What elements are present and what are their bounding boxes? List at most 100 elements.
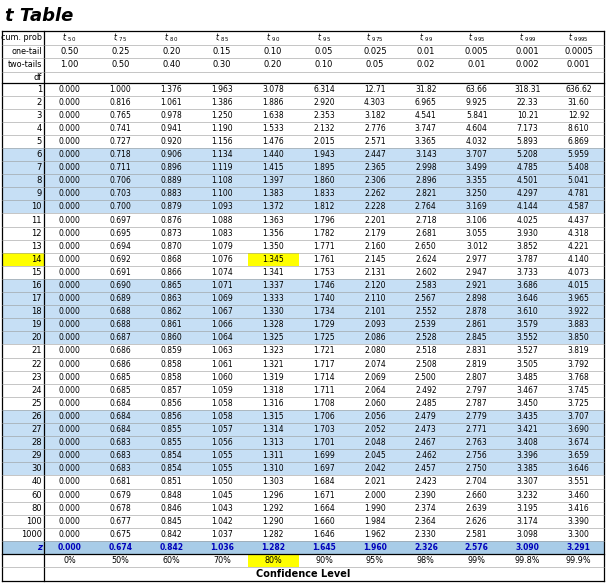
Bar: [553, 410, 604, 423]
Text: 0.688: 0.688: [110, 307, 131, 316]
Text: 4.437: 4.437: [568, 216, 590, 224]
Bar: [146, 305, 197, 318]
Text: 99%: 99%: [468, 556, 486, 565]
Bar: [44, 331, 95, 345]
Bar: [95, 96, 146, 108]
Text: 1.729: 1.729: [313, 320, 335, 329]
Bar: [248, 436, 299, 449]
Text: 2.508: 2.508: [415, 360, 437, 368]
Bar: [44, 292, 95, 305]
Text: $t_{\mathrm{.99}}$: $t_{\mathrm{.99}}$: [419, 31, 433, 44]
Text: 1.706: 1.706: [313, 412, 335, 421]
Bar: [44, 279, 95, 292]
Text: 3.768: 3.768: [568, 373, 590, 382]
Text: 0.692: 0.692: [110, 255, 132, 264]
Text: 0.683: 0.683: [110, 451, 132, 460]
Text: 0.000: 0.000: [59, 438, 81, 447]
Text: 0.50: 0.50: [60, 47, 79, 56]
Text: 0.000: 0.000: [59, 307, 81, 316]
Text: 2.977: 2.977: [466, 255, 488, 264]
Text: 3.551: 3.551: [568, 477, 590, 486]
Text: 3.505: 3.505: [517, 360, 539, 368]
Bar: [401, 357, 451, 371]
Text: 2.998: 2.998: [415, 163, 437, 172]
Bar: [95, 83, 146, 96]
Bar: [44, 201, 95, 213]
Text: 0.000: 0.000: [59, 176, 81, 185]
Bar: [248, 253, 299, 266]
Bar: [502, 501, 553, 515]
Text: 1.083: 1.083: [211, 229, 233, 238]
Text: 0.684: 0.684: [110, 425, 132, 434]
Text: 1.076: 1.076: [211, 255, 233, 264]
Text: 3.090: 3.090: [516, 543, 539, 552]
Bar: [553, 161, 604, 174]
Bar: [197, 201, 248, 213]
Text: 1.476: 1.476: [262, 137, 284, 146]
Bar: [451, 253, 502, 266]
Bar: [451, 292, 502, 305]
Text: 0.05: 0.05: [366, 60, 384, 69]
Bar: [350, 345, 401, 357]
Bar: [2, 292, 44, 305]
Bar: [146, 528, 197, 541]
Text: 1000: 1000: [21, 530, 42, 539]
Bar: [44, 213, 95, 227]
Bar: [502, 253, 553, 266]
Bar: [146, 410, 197, 423]
Bar: [95, 292, 146, 305]
Bar: [553, 371, 604, 384]
Bar: [502, 528, 553, 541]
Text: 1.100: 1.100: [211, 189, 233, 198]
Bar: [248, 72, 299, 83]
Bar: [502, 135, 553, 148]
Text: 3.745: 3.745: [568, 386, 590, 395]
Bar: [502, 266, 553, 279]
Bar: [451, 148, 502, 161]
Bar: [299, 174, 350, 187]
Bar: [248, 83, 299, 96]
Text: 3.499: 3.499: [466, 163, 488, 172]
Bar: [401, 135, 451, 148]
Bar: [350, 475, 401, 489]
Bar: [2, 554, 44, 567]
Bar: [401, 201, 451, 213]
Text: 1.943: 1.943: [313, 150, 335, 159]
Bar: [350, 72, 401, 83]
Text: 0.873: 0.873: [161, 229, 182, 238]
Bar: [299, 44, 350, 58]
Text: 2.457: 2.457: [415, 465, 437, 473]
Text: 1.250: 1.250: [211, 111, 233, 120]
Text: 2.571: 2.571: [364, 137, 386, 146]
Text: 5.893: 5.893: [517, 137, 539, 146]
Bar: [44, 528, 95, 541]
Text: 3.300: 3.300: [568, 530, 590, 539]
Bar: [553, 449, 604, 462]
Bar: [2, 253, 44, 266]
Text: 3: 3: [36, 111, 42, 120]
Text: 3.098: 3.098: [517, 530, 539, 539]
Bar: [350, 397, 401, 410]
Bar: [146, 331, 197, 345]
Text: 0.857: 0.857: [161, 386, 182, 395]
Bar: [451, 31, 502, 44]
Text: 2.064: 2.064: [364, 386, 386, 395]
Bar: [248, 108, 299, 122]
Bar: [197, 122, 248, 135]
Bar: [401, 449, 451, 462]
Text: 0.000: 0.000: [59, 150, 81, 159]
Text: 3.106: 3.106: [466, 216, 488, 224]
Text: two-tails: two-tails: [8, 60, 42, 69]
Text: 2.374: 2.374: [415, 504, 437, 512]
Text: 2.787: 2.787: [466, 399, 488, 408]
Text: 2.353: 2.353: [313, 111, 335, 120]
Text: 1.960: 1.960: [363, 543, 387, 552]
Bar: [299, 83, 350, 96]
Bar: [248, 331, 299, 345]
Bar: [2, 122, 44, 135]
Bar: [248, 449, 299, 462]
Text: 1.037: 1.037: [211, 530, 233, 539]
Text: 4.604: 4.604: [466, 124, 488, 133]
Text: 3.659: 3.659: [568, 451, 590, 460]
Text: $t_{\mathrm{.995}}$: $t_{\mathrm{.995}}$: [468, 31, 485, 44]
